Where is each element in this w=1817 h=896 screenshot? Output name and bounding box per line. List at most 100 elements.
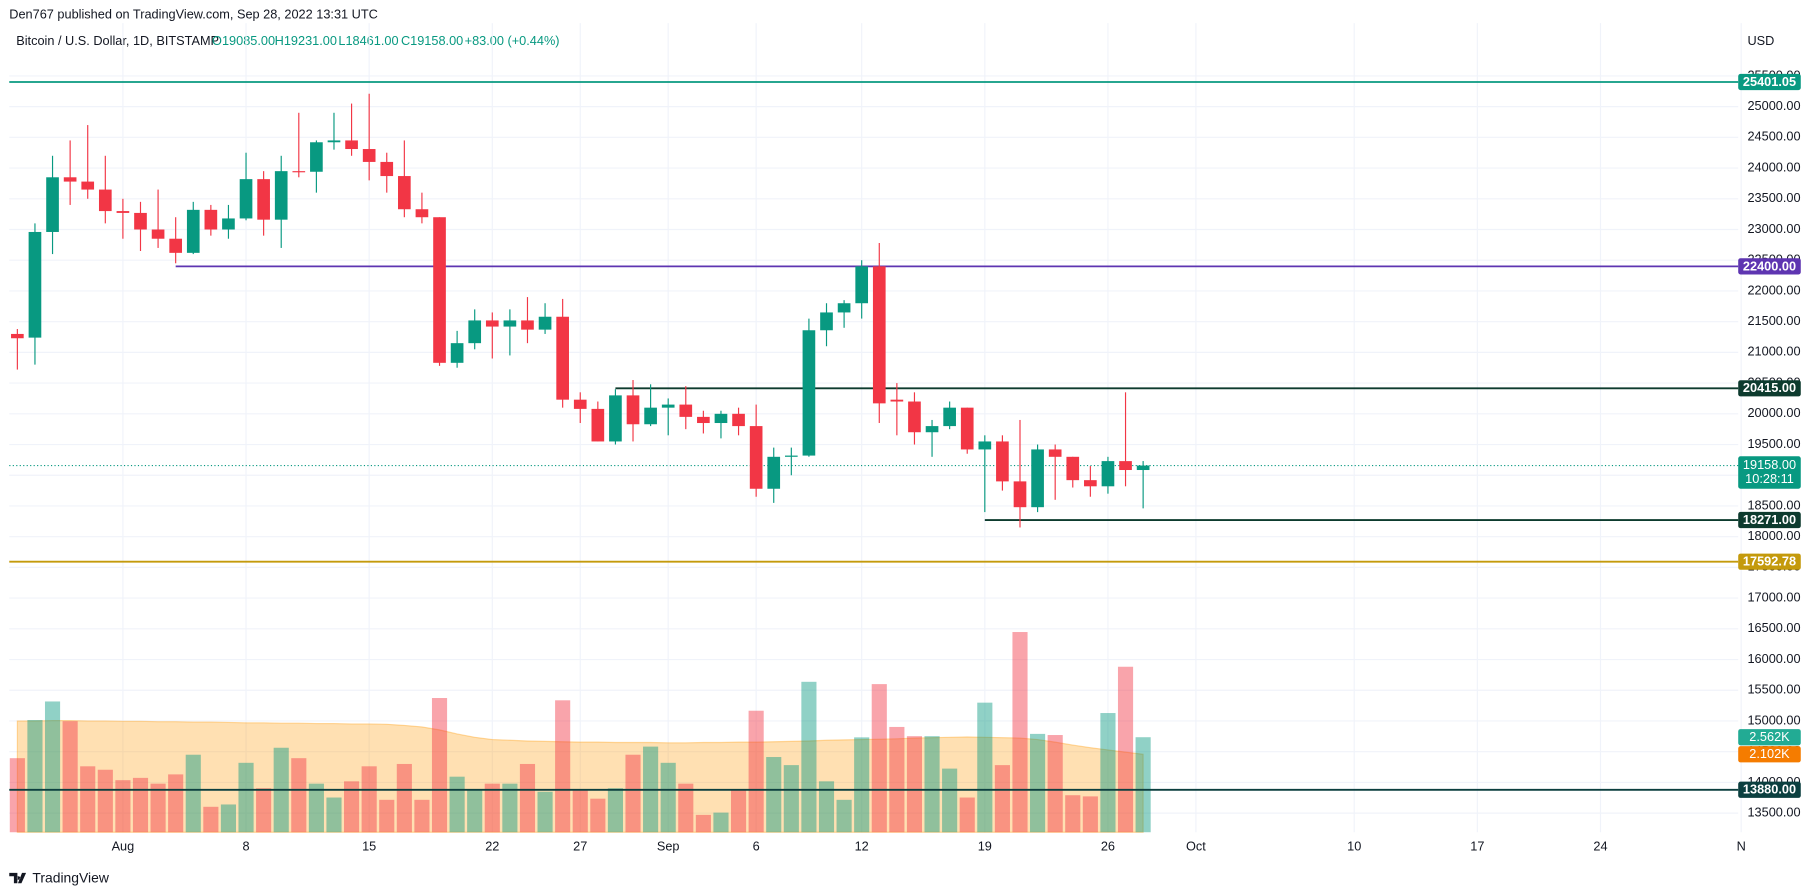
candle-body	[679, 404, 693, 417]
candle-body	[46, 177, 59, 232]
candle-body	[98, 189, 112, 212]
countdown: 10:28:11	[1745, 471, 1794, 486]
candle-body	[151, 229, 165, 239]
volume-bar	[62, 721, 78, 833]
volume-bar	[994, 765, 1010, 833]
volume-bar	[713, 812, 729, 833]
volume-bar	[695, 814, 711, 833]
x-tick-label: 12	[855, 839, 869, 854]
volume-bar	[783, 765, 799, 833]
volume-bar	[115, 780, 131, 833]
x-tick-label: 10	[1347, 839, 1361, 854]
candle-body	[802, 330, 816, 456]
volume-bar	[889, 726, 905, 833]
volume-ma-badge-bg	[1738, 746, 1801, 763]
candle-body	[609, 395, 622, 442]
candle-body	[169, 238, 183, 253]
volume-bar	[836, 799, 852, 833]
y-tick-label: 24000.00	[1747, 159, 1800, 174]
legend-high: H19231.00	[275, 33, 337, 48]
level-badge-bg	[1738, 511, 1801, 529]
volume-bar	[220, 804, 237, 833]
candle-body	[81, 181, 95, 190]
candle-body	[890, 399, 904, 402]
legend-close: C19158.00	[401, 33, 463, 48]
x-tick-label: 27	[573, 839, 587, 854]
volume-bar	[924, 736, 940, 833]
candle-body	[626, 395, 640, 425]
x-tick-label: Sep	[657, 839, 680, 854]
volume-bar	[730, 789, 747, 833]
volume-bar	[519, 763, 536, 833]
candle-body	[908, 401, 921, 433]
volume-bar	[1012, 632, 1028, 833]
level-badge: 13880.00	[1743, 782, 1796, 797]
price-badge: 19158.00	[1743, 457, 1796, 472]
y-tick-label: 18000.00	[1747, 528, 1800, 543]
x-tick-label: 17	[1470, 839, 1484, 854]
volume-bar	[572, 790, 588, 833]
legend-low: L18461.00	[338, 33, 398, 48]
volume-bar	[150, 783, 166, 833]
x-tick-label: 15	[362, 839, 376, 854]
candle-body	[1013, 481, 1027, 508]
volume-bar	[818, 781, 835, 833]
volume-bar	[590, 798, 606, 833]
candle-body	[1066, 456, 1080, 481]
candle-body	[943, 407, 956, 427]
volume-bar	[1082, 796, 1098, 833]
candle-body	[433, 217, 446, 363]
volume-bar	[1117, 666, 1134, 833]
candle-body	[872, 266, 886, 404]
x-tick-label: 8	[242, 839, 249, 854]
volume-bar	[625, 754, 641, 833]
candle-body	[327, 140, 341, 143]
volume-bar	[502, 783, 518, 833]
candle-body	[134, 212, 147, 230]
volume-bar	[344, 781, 360, 833]
candle-body	[1136, 465, 1150, 471]
candle-body	[11, 333, 24, 339]
level-badge-bg	[1738, 553, 1801, 570]
volume-ma-badge: 2.102K	[1749, 746, 1790, 761]
candle-body	[1048, 449, 1062, 457]
volume-badge: 2.562K	[1749, 729, 1790, 744]
volume-bar	[942, 768, 958, 833]
volume-bar	[414, 799, 430, 833]
volume-bar	[1030, 733, 1046, 833]
candle-body	[820, 312, 833, 331]
level-badge: 22400.00	[1743, 258, 1796, 273]
volume-bar	[238, 762, 254, 833]
x-tick-label: Oct	[1186, 839, 1206, 854]
candle-body	[1119, 461, 1132, 471]
candle-body	[28, 231, 42, 338]
volume-bar	[396, 763, 412, 833]
volume-bar	[168, 774, 184, 833]
volume-bar	[1135, 737, 1151, 833]
candle-body	[960, 407, 974, 450]
x-tick-label: 22	[485, 839, 499, 854]
legend-change: +83.00 (+0.44%)	[465, 33, 560, 48]
candle-body	[925, 426, 939, 433]
volume-bar	[9, 758, 25, 833]
volume-bar	[256, 788, 272, 833]
candle-body	[1031, 449, 1044, 508]
level-badge: 18271.00	[1743, 512, 1796, 527]
volume-bar	[132, 777, 149, 833]
candle-body	[450, 343, 464, 363]
volume-bar	[361, 766, 377, 833]
candle-body	[538, 316, 552, 330]
volume-bar	[1065, 795, 1081, 833]
currency-label: USD	[1747, 33, 1774, 48]
volume-bar	[326, 797, 342, 833]
candle-body	[398, 176, 411, 210]
publish-header: Den767 published on TradingView.com, Sep…	[9, 6, 378, 21]
candle-body	[186, 209, 200, 253]
candle-body	[521, 320, 534, 330]
candle-body	[1101, 461, 1115, 487]
candle-body	[415, 209, 429, 218]
y-tick-label: 15000.00	[1747, 712, 1800, 727]
candle-body	[257, 179, 270, 220]
y-tick-label: 23000.00	[1747, 221, 1800, 236]
